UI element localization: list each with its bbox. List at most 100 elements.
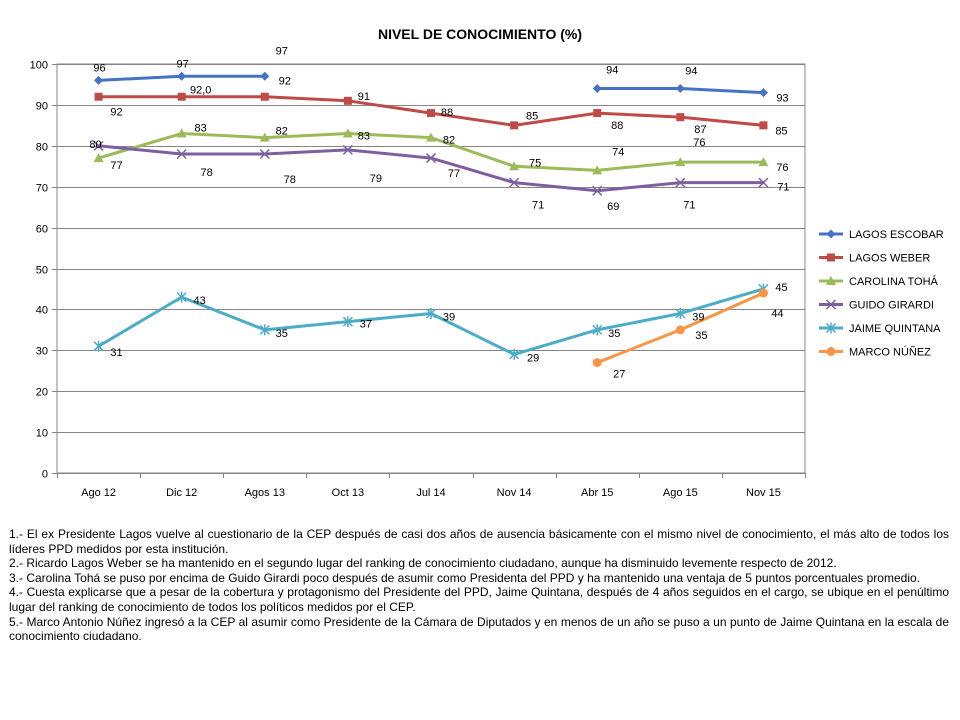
data-label: 91 bbox=[358, 91, 370, 103]
data-label: 77 bbox=[448, 168, 460, 180]
marker-stroke bbox=[176, 148, 187, 160]
note-3: 3.- Carolina Tohá se puso por encima de … bbox=[9, 570, 920, 585]
data-point bbox=[93, 153, 104, 163]
chart-title: NIVEL DE CONOCIMIENTO (%) bbox=[378, 26, 582, 42]
data-point bbox=[176, 128, 187, 138]
data-point bbox=[675, 157, 686, 167]
data-point bbox=[592, 84, 602, 94]
data-label: 43 bbox=[194, 295, 206, 307]
gridlines bbox=[56, 63, 806, 474]
series-carolina-toha bbox=[93, 128, 769, 175]
data-label: 29 bbox=[527, 352, 539, 364]
data-label: 71 bbox=[532, 200, 544, 212]
data-label: 79 bbox=[370, 173, 382, 185]
data-point bbox=[342, 144, 353, 155]
notes: 1.- El ex Presidente Lagos vuelve al cue… bbox=[9, 527, 949, 644]
data-label: 92 bbox=[279, 76, 291, 88]
data-label: 78 bbox=[284, 174, 296, 186]
legend-label: CAROLINA TOHÁ bbox=[849, 275, 939, 288]
data-point bbox=[342, 128, 353, 138]
y-tick-label: 90 bbox=[36, 101, 48, 113]
data-label: 92,0 bbox=[190, 85, 211, 97]
series-layer bbox=[93, 71, 769, 368]
data-point bbox=[758, 288, 768, 298]
data-point bbox=[675, 177, 686, 188]
data-point bbox=[260, 92, 269, 101]
data-point bbox=[259, 324, 270, 336]
data-label: 92 bbox=[110, 107, 122, 119]
data-point bbox=[509, 177, 520, 188]
x-tick-label: Oct 13 bbox=[332, 487, 364, 499]
y-tick-label: 70 bbox=[36, 183, 48, 195]
data-point bbox=[427, 109, 435, 118]
x-tick-label: Ago 12 bbox=[81, 487, 116, 499]
data-point bbox=[342, 316, 353, 328]
data-point bbox=[176, 291, 187, 303]
data-point bbox=[259, 148, 270, 160]
data-label: 87 bbox=[694, 124, 706, 136]
data-point bbox=[425, 307, 437, 319]
y-tick-label: 40 bbox=[36, 305, 48, 317]
y-tick-label: 0 bbox=[42, 469, 48, 481]
data-point bbox=[510, 121, 519, 130]
marker-stroke bbox=[342, 144, 353, 155]
marker-stroke bbox=[93, 140, 104, 151]
x-tick-label: Dic 12 bbox=[166, 487, 197, 499]
legend-item-lagos-weber: LAGOS WEBER bbox=[819, 253, 930, 265]
data-point bbox=[94, 92, 103, 101]
x-tick-label: Agos 13 bbox=[245, 487, 285, 499]
series-lagos-escobar bbox=[94, 71, 768, 98]
y-tick-label: 60 bbox=[36, 224, 48, 236]
data-label: 80 bbox=[89, 139, 101, 151]
x-tick-label: Ago 15 bbox=[663, 487, 698, 499]
x-tick-label: Nov 15 bbox=[746, 487, 781, 499]
data-point bbox=[426, 132, 436, 142]
data-label: 35 bbox=[276, 328, 288, 340]
plot-area bbox=[56, 63, 806, 474]
legend: LAGOS ESCOBAR LAGOS WEBER CAROLINA TOHÁ GUI… bbox=[819, 229, 944, 359]
legend-label: MARCO NÚÑEZ bbox=[849, 346, 931, 359]
data-point bbox=[425, 153, 437, 164]
data-point bbox=[592, 324, 603, 336]
marker-stroke bbox=[675, 177, 686, 188]
data-label: 96 bbox=[93, 62, 105, 74]
note-2: 2.- Ricardo Lagos Weber se ha mantenido … bbox=[9, 556, 837, 571]
data-label: 35 bbox=[608, 328, 620, 340]
marker-stroke bbox=[509, 177, 520, 188]
data-label: 39 bbox=[692, 311, 704, 323]
note-4: 4.- Cuesta explicarse que a pesar de la … bbox=[9, 585, 949, 614]
data-label: 85 bbox=[775, 125, 787, 137]
legend-label: LAGOS WEBER bbox=[849, 253, 930, 265]
legend-marker bbox=[826, 229, 836, 239]
data-point bbox=[259, 132, 270, 142]
legend-item-guido-girardi: GUIDO GIRARDI bbox=[819, 299, 934, 312]
data-label: 37 bbox=[360, 319, 372, 331]
data-label: 77 bbox=[110, 160, 122, 172]
x-tick-label: Nov 14 bbox=[497, 487, 532, 499]
series-guido-girardi bbox=[93, 140, 769, 196]
data-point bbox=[93, 140, 104, 151]
data-point bbox=[509, 348, 520, 360]
marker-stroke bbox=[825, 299, 837, 310]
data-point bbox=[593, 109, 602, 118]
y-tick-label: 10 bbox=[36, 428, 48, 440]
chart-area: NIVEL DE CONOCIMIENTO (%) 0 10 20 30 40 50 60 7… bbox=[30, 26, 944, 499]
data-label: 44 bbox=[771, 308, 783, 320]
legend-item-lagos-escobar: LAGOS ESCOBAR bbox=[819, 229, 944, 241]
legend-label: LAGOS ESCOBAR bbox=[849, 229, 944, 241]
y-tick-label: 100 bbox=[30, 60, 48, 72]
data-point bbox=[675, 307, 686, 319]
series-lagos-weber bbox=[94, 92, 768, 130]
data-point bbox=[676, 113, 685, 122]
y-tick-label: 50 bbox=[36, 265, 48, 277]
data-point bbox=[758, 88, 768, 98]
data-labels: 96 97 97 94 94 93 92 92,0 92 91 88 85 88 87 85 77 83 82 83… bbox=[89, 45, 789, 380]
data-label: 71 bbox=[777, 182, 789, 194]
x-tick-label: Abr 15 bbox=[581, 487, 613, 499]
data-label: 82 bbox=[443, 135, 455, 147]
data-label: 69 bbox=[607, 201, 619, 213]
data-point bbox=[675, 84, 685, 94]
data-label: 83 bbox=[358, 131, 370, 143]
data-label: 27 bbox=[613, 369, 625, 381]
data-label: 88 bbox=[441, 107, 453, 119]
